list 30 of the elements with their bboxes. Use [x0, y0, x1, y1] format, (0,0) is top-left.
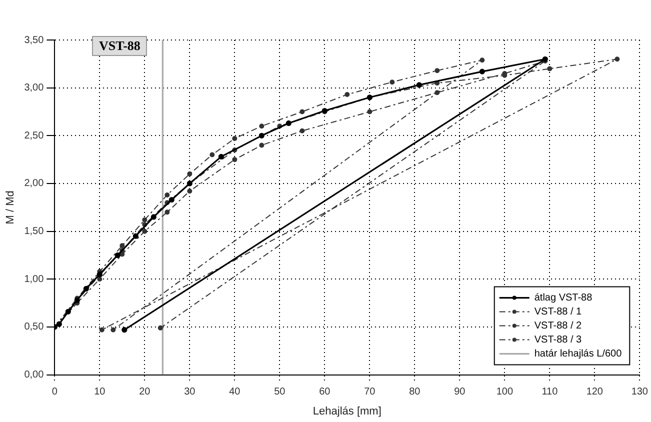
- x-tick-label: 120: [586, 386, 604, 398]
- legend-label: átlag VST-88: [534, 292, 593, 304]
- x-tick-label: 20: [139, 386, 151, 398]
- x-tick-label: 30: [184, 386, 196, 398]
- x-axis-title: Lehajlás [mm]: [312, 405, 382, 418]
- chart-title: VST-88: [92, 36, 148, 56]
- y-tick-label: 3,00: [24, 82, 44, 94]
- x-tick-label: 0: [52, 386, 58, 398]
- x-tick-label: 50: [274, 386, 286, 398]
- legend-label: VST-88 / 2: [534, 320, 582, 332]
- x-tick-label: 60: [319, 386, 331, 398]
- y-tick-label: 1,00: [24, 274, 44, 285]
- y-axis-title: M / Md: [4, 190, 17, 224]
- x-tick-label: 10: [94, 386, 106, 398]
- y-tick-label: 0,00: [24, 370, 44, 381]
- x-tick-label: 110: [542, 386, 558, 398]
- legend-label: VST-88 / 3: [534, 334, 582, 346]
- x-tick-label: 130: [631, 386, 648, 398]
- y-tick-label: 1,50: [24, 226, 44, 238]
- y-tick-label: 2,00: [24, 178, 44, 190]
- legend-label: határ lehajlás L/600: [534, 348, 622, 360]
- x-tick-label: 90: [454, 386, 466, 398]
- y-tick-label: 3,50: [24, 34, 44, 46]
- x-tick-label: 100: [496, 386, 514, 398]
- y-tick-label: 2,50: [24, 130, 44, 142]
- x-tick-label: 40: [229, 386, 241, 398]
- x-tick-label: 70: [364, 386, 376, 398]
- x-tick-label: 80: [409, 386, 421, 398]
- legend-label: VST-88 / 1: [534, 306, 582, 318]
- y-tick-label: 0,50: [24, 322, 44, 333]
